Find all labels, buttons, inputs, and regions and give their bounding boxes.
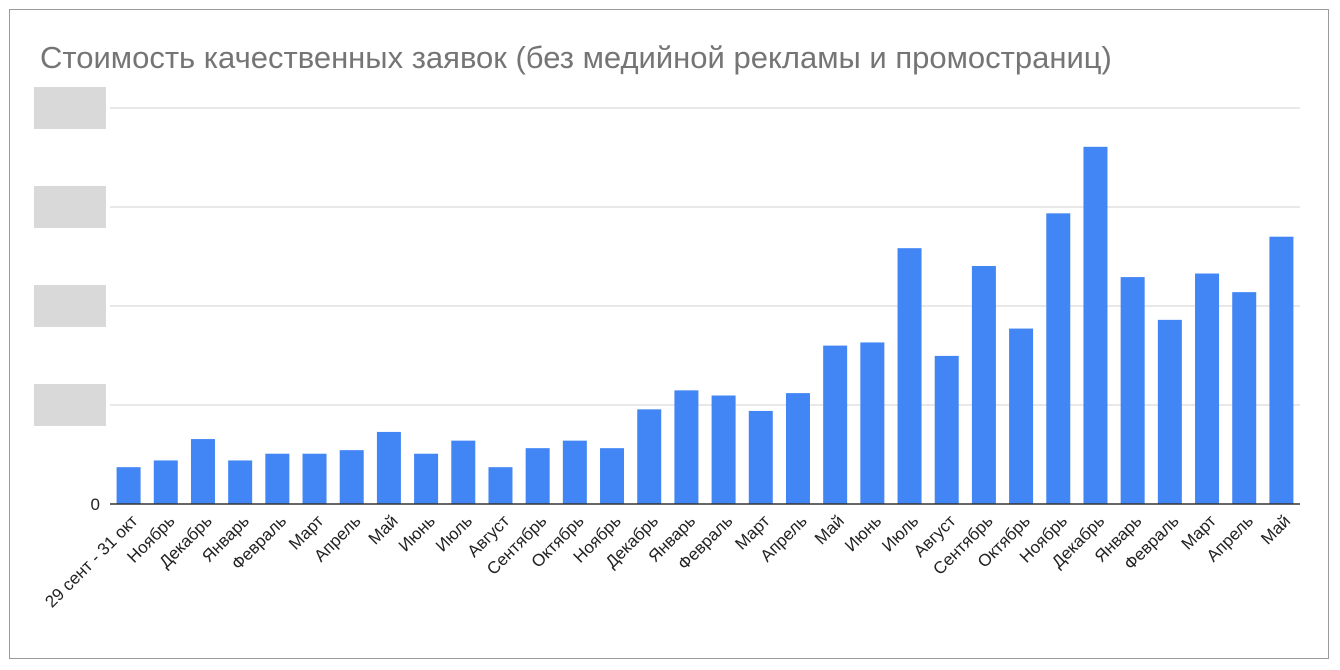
bar: [823, 345, 848, 504]
bar: [190, 439, 215, 504]
x-tick-label: Июнь: [395, 511, 439, 555]
bar: [265, 453, 290, 504]
bar: [934, 355, 959, 504]
bar: [897, 248, 922, 504]
bar: [153, 460, 178, 504]
x-tick-label: Май: [1257, 511, 1294, 548]
bar: [1120, 277, 1145, 504]
redacted-y-tick-label: [34, 285, 106, 327]
redacted-y-tick-label: [34, 384, 106, 426]
bar: [1009, 328, 1034, 504]
redacted-y-tick-label: [34, 186, 106, 228]
bar: [1083, 146, 1108, 505]
bar: [376, 431, 401, 504]
y-tick-labels: 0: [91, 495, 100, 514]
bar: [674, 390, 699, 504]
bar: [860, 342, 885, 504]
chart-frame: [9, 9, 1329, 659]
bar: [785, 393, 810, 504]
bar: [748, 410, 773, 504]
bar: [525, 448, 550, 504]
bar: [600, 448, 625, 504]
bar: [562, 440, 587, 504]
bar: [339, 450, 364, 504]
bar: [1157, 319, 1182, 504]
bar: [451, 440, 476, 504]
x-tick-label: Июнь: [841, 511, 885, 555]
bar: [414, 453, 439, 504]
bars: [116, 146, 1294, 505]
y-axis-redacted-labels: [34, 87, 106, 426]
x-tick-labels: 29 сент - 31 октНоябрьДекабрьЯнварьФевра…: [41, 511, 1294, 611]
redacted-y-tick-label: [34, 87, 106, 129]
y-tick-label: 0: [91, 495, 100, 514]
bar: [228, 460, 253, 504]
chart-title: Стоимость качественных заявок (без медий…: [40, 40, 1112, 75]
bar: [1232, 292, 1257, 504]
bar: [302, 453, 327, 504]
bar: [711, 395, 736, 504]
bar: [488, 467, 513, 504]
bar: [971, 266, 996, 504]
bar: [1046, 213, 1071, 504]
bar: [1195, 273, 1220, 504]
bar: [637, 409, 662, 504]
x-tick-label: 29 сент - 31 окт: [41, 511, 141, 611]
bar: [116, 467, 141, 504]
bar: [1269, 236, 1294, 504]
